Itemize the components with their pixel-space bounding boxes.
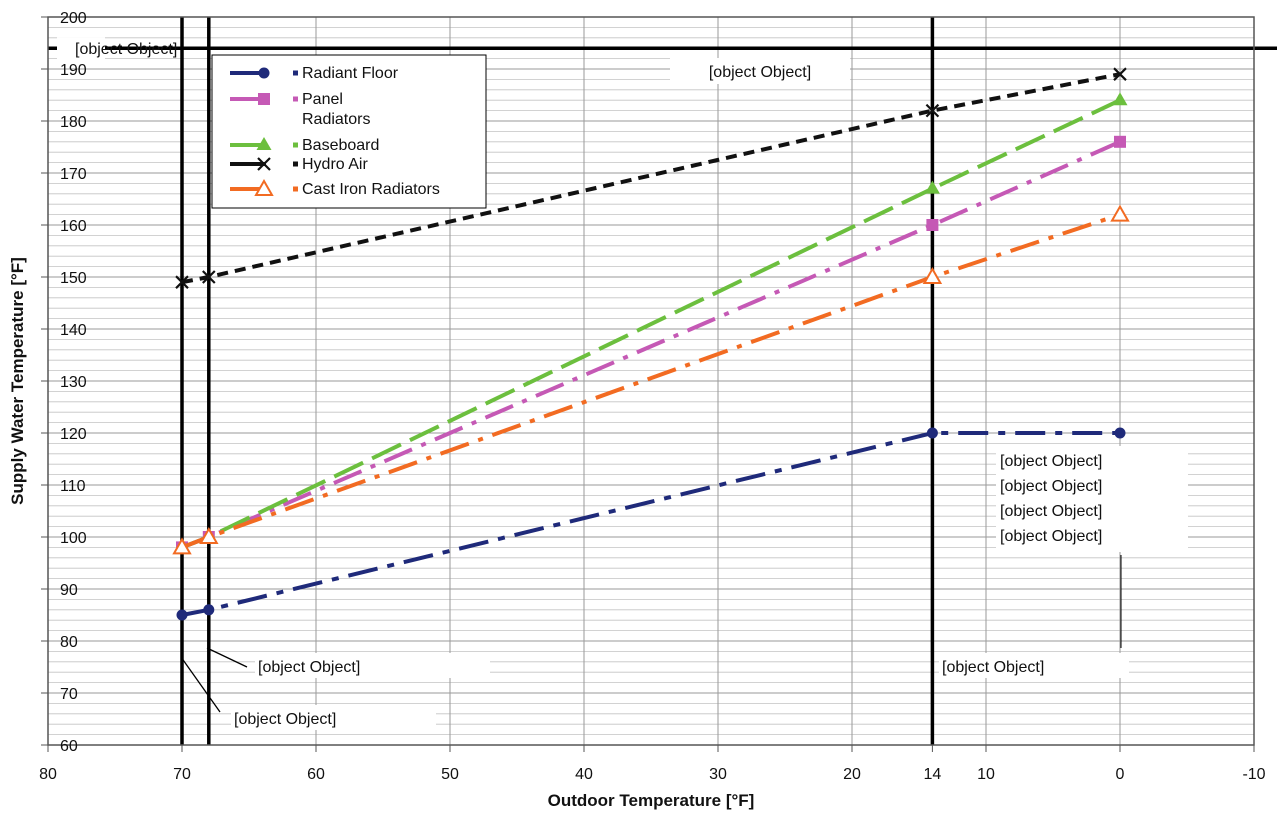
data-point-circle: [926, 427, 938, 439]
x-tick-label: 0: [1116, 766, 1125, 783]
y-tick-label: 110: [60, 478, 86, 495]
data-point-circle: [176, 609, 188, 621]
x-tick-label: 40: [575, 766, 593, 783]
radiant-floor-note-line: [object Object]: [1000, 503, 1102, 520]
data-point-open-triangle: [922, 266, 943, 284]
y-tick-label: 100: [60, 530, 87, 547]
y-tick-label: 140: [60, 322, 87, 339]
legend-label-line: Radiators: [302, 111, 370, 128]
radiant-floor-note-line: [object Object]: [1000, 478, 1102, 495]
y-tick-label: 120: [60, 426, 87, 443]
x-tick-label: 30: [709, 766, 727, 783]
x-tick-label: -10: [1242, 766, 1265, 783]
data-point-square: [258, 93, 270, 105]
y-axis-title: Supply Water Temperature [°F]: [8, 257, 27, 505]
data-point-x: [257, 157, 271, 171]
annotations: [object Object] [object Object] [object Ob…: [57, 37, 1188, 730]
upper-ref-label: [object Object]: [942, 659, 1044, 676]
legend-label: Hydro Air: [302, 156, 368, 173]
x-tick-label: 10: [977, 766, 995, 783]
data-point-open-triangle: [254, 178, 274, 196]
high-limit-value-box: [57, 37, 105, 60]
data-point-x: [925, 103, 940, 118]
axis-ticks: 6070809010011012013014015016017018019020…: [39, 10, 1266, 783]
upper-ref-box: [939, 653, 1129, 678]
legend-swatch-dot: [293, 186, 298, 192]
legend-label: Cast Iron Radiators: [302, 181, 440, 198]
series-line: [181, 212, 1121, 550]
data-point-circle: [203, 604, 215, 616]
y-tick-label: 70: [60, 686, 78, 703]
y-tick-label: 160: [60, 218, 87, 235]
y-tick-label: 130: [60, 374, 87, 391]
high-limit-value: [object Object]: [75, 41, 177, 58]
wwsd-label: [object Object]: [234, 711, 336, 728]
y-tick-label: 60: [60, 738, 78, 755]
reference-lines: [48, 17, 1277, 745]
data-point-circle: [1114, 427, 1126, 439]
y-tick-label: 190: [60, 62, 87, 79]
legend-swatch-dot: [293, 96, 298, 102]
data-point-open-triangle: [1110, 204, 1130, 222]
x-axis-title: Outdoor Temperature [°F]: [548, 791, 755, 810]
legend-label: Baseboard: [302, 137, 379, 154]
base-point-leader: [206, 647, 248, 668]
data-point-square: [1114, 135, 1126, 148]
data-point-x: [202, 270, 216, 284]
wwsd-leader: [180, 656, 221, 713]
y-tick-label: 90: [60, 582, 78, 599]
y-tick-label: 170: [60, 166, 87, 183]
data-point-square: [926, 219, 939, 231]
legend-label-line: Panel: [302, 91, 343, 108]
data-point-open-triangle: [199, 526, 219, 544]
data-series: [172, 67, 1130, 621]
y-tick-label: 150: [60, 270, 87, 287]
base-point-box: [255, 653, 490, 678]
y-tick-label: 80: [60, 634, 78, 651]
series-line: [181, 431, 1120, 617]
wwsd-box: [231, 705, 436, 730]
legend-box: [211, 54, 487, 209]
data-point-open-triangle: [172, 537, 192, 555]
legend: Radiant Floor Panel Radiators Baseboard Hydr…: [211, 54, 487, 209]
data-point-x: [1113, 67, 1127, 81]
series-line: [181, 72, 1121, 285]
x-tick-label: 20: [843, 766, 861, 783]
legend-swatch-dot: [293, 142, 298, 148]
legend-label: Radiant Floor: [302, 65, 399, 82]
data-point-triangle: [1112, 92, 1128, 106]
y-tick-label: 180: [60, 114, 87, 131]
data-point-triangle: [256, 137, 272, 150]
x-tick-label: 70: [173, 766, 191, 783]
high-limit-label-box: [670, 58, 850, 84]
legend-label: Panel Radiators: [302, 91, 370, 128]
data-point-triangle: [924, 180, 940, 194]
base-point-label: [object Object]: [258, 659, 360, 676]
legend-swatch-dot: [293, 161, 298, 167]
radiant-floor-note-line: [object Object]: [1000, 528, 1102, 545]
x-tick-label: 60: [307, 766, 325, 783]
x-tick-label: 14: [924, 766, 942, 783]
high-limit-label: [object Object]: [709, 64, 811, 81]
data-point-circle: [258, 67, 270, 79]
y-tick-label: 200: [60, 10, 87, 27]
data-point-x: [175, 275, 189, 289]
x-tick-label: 80: [39, 766, 57, 783]
radiant-floor-note-line: [object Object]: [1000, 453, 1102, 470]
legend-swatch-dot: [293, 70, 298, 76]
note-box: [996, 446, 1188, 552]
x-tick-label: 50: [441, 766, 459, 783]
